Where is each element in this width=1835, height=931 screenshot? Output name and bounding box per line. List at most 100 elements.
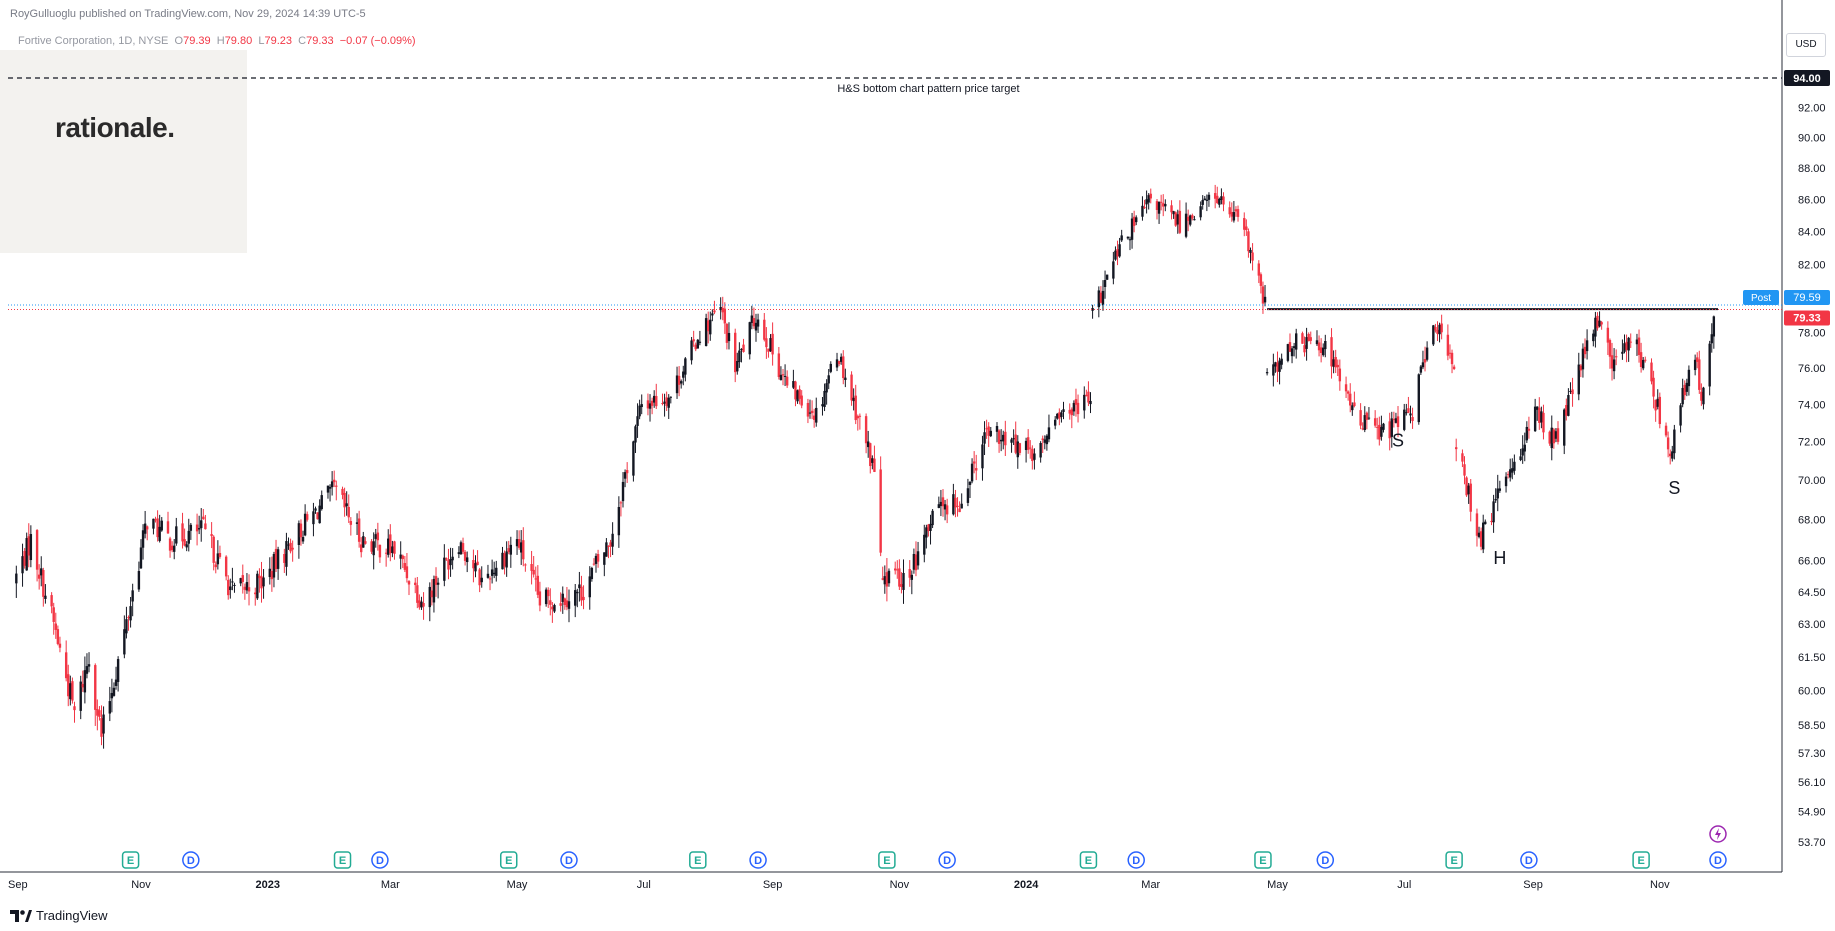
candle-body — [1263, 296, 1267, 303]
candle-body — [881, 578, 884, 580]
candle-body — [1637, 337, 1641, 356]
candle-body — [490, 569, 494, 576]
candle-body — [1274, 362, 1277, 367]
candle-body — [902, 572, 905, 590]
candle-body — [561, 593, 564, 602]
dividend-marker — [1316, 851, 1335, 869]
candle-body — [216, 553, 220, 565]
time-tick-label: May — [1267, 879, 1288, 891]
candle-body — [21, 556, 24, 574]
candle-body — [665, 397, 668, 406]
candle-body — [1523, 444, 1526, 452]
candle-body — [827, 375, 830, 384]
candle-body — [1407, 408, 1410, 413]
candle-body — [829, 363, 832, 372]
logo-text: rationale. — [55, 112, 175, 143]
candle-body — [1463, 464, 1466, 476]
candle-body — [725, 324, 729, 343]
candle-body — [842, 356, 845, 379]
candle-body — [1265, 372, 1269, 374]
candle-body — [696, 339, 700, 349]
candle-body — [995, 426, 999, 432]
candle-body — [1261, 286, 1265, 304]
dividend-marker-label: D — [1132, 855, 1140, 867]
candle-body — [1010, 439, 1013, 443]
candle-body — [972, 461, 976, 464]
candle-body — [1114, 250, 1117, 260]
candle-body — [808, 412, 812, 414]
low-label: L — [258, 35, 265, 47]
candle-body — [719, 306, 722, 311]
candle-body — [56, 629, 60, 644]
candle-body — [1058, 412, 1061, 419]
candle-body — [1477, 532, 1481, 537]
earnings-marker — [1632, 851, 1650, 869]
time-tick-label: Nov — [131, 879, 151, 891]
candle-body — [1074, 399, 1078, 405]
candle-body — [52, 607, 55, 622]
candle-body — [262, 577, 265, 587]
candle-body — [241, 575, 244, 582]
candle-body — [549, 600, 552, 605]
candle-body — [638, 405, 641, 417]
candle-body — [480, 577, 483, 583]
candle-body — [166, 521, 170, 534]
candle-body — [1664, 425, 1668, 436]
candle-body — [1658, 396, 1662, 425]
candle-body — [1681, 387, 1684, 405]
candle-body — [495, 567, 498, 576]
earnings-marker-label: E — [127, 855, 134, 867]
candle-body — [447, 559, 450, 570]
candle-body — [1432, 325, 1435, 345]
candle-body — [360, 544, 363, 553]
candle-body — [1490, 520, 1493, 523]
candle-body — [1105, 274, 1109, 280]
candle-body — [129, 606, 132, 621]
candle-body — [1222, 196, 1225, 205]
candle-body — [1475, 513, 1479, 536]
candle-body — [29, 534, 33, 561]
candle-body — [1045, 435, 1049, 445]
candle-body — [544, 589, 548, 605]
candle-body — [605, 542, 608, 557]
candle-body — [1018, 443, 1022, 453]
candle-body — [879, 469, 882, 553]
candle-body — [850, 374, 853, 401]
candle-body — [931, 510, 934, 526]
candle-body — [1376, 426, 1379, 428]
candle-body — [173, 545, 176, 552]
candle-body — [312, 511, 315, 525]
candle-body — [1099, 292, 1103, 303]
candle-body — [1579, 365, 1583, 371]
candle-body — [443, 557, 446, 581]
candle-body — [116, 659, 120, 682]
candle-body — [1513, 461, 1516, 471]
candle-body — [634, 426, 637, 443]
candle-body — [740, 348, 743, 351]
earnings-marker — [499, 851, 518, 869]
candle-body — [1319, 347, 1323, 354]
candle-body — [738, 350, 741, 363]
candle-body — [407, 581, 411, 585]
candle-body — [1614, 356, 1618, 358]
candle-body — [212, 536, 215, 563]
candle-body — [1585, 340, 1589, 352]
candle-body — [754, 322, 758, 331]
earnings-marker — [689, 851, 707, 869]
tradingview-brand[interactable]: TradingView — [10, 908, 108, 923]
candle-body — [303, 513, 307, 536]
candle-body — [183, 539, 186, 546]
post-price-badge — [1784, 290, 1830, 306]
candle-body — [756, 319, 760, 327]
logo-watermark — [0, 50, 247, 253]
candle-body — [1652, 377, 1655, 397]
candle-body — [1469, 483, 1472, 512]
candle-body — [1693, 359, 1697, 371]
symbol-name[interactable]: Fortive Corporation, 1D, NYSE — [18, 35, 169, 47]
currency-button[interactable]: USD — [1786, 33, 1826, 57]
price-tick-label: 82.00 — [1798, 259, 1826, 271]
candle-body — [125, 619, 128, 634]
candle-body — [430, 590, 434, 598]
candle-body — [559, 603, 562, 606]
